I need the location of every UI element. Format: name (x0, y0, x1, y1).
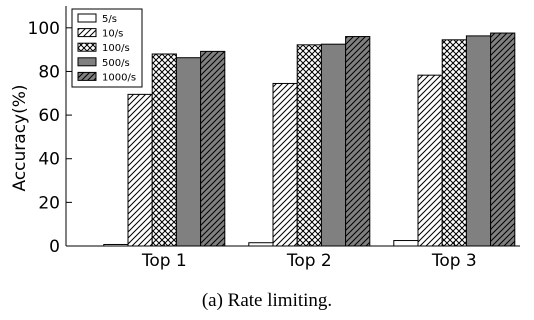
bar-1000s-top-2 (345, 36, 371, 247)
legend-label: 100/s (102, 43, 130, 54)
bar-500s-top-1 (175, 57, 202, 247)
bar-10s-top-1 (127, 93, 153, 247)
bar-500s-top-3 (465, 35, 492, 247)
y-tick-label: 0 (49, 237, 60, 257)
bar-10s-top-2 (272, 82, 298, 247)
legend-label: 5/s (102, 14, 117, 25)
x-tick-label: Top 1 (141, 251, 187, 271)
legend-swatch (77, 57, 97, 67)
y-tick-label: 20 (38, 193, 60, 213)
bar-100s-top-2 (296, 44, 322, 247)
bar-1000s-top-1 (200, 50, 226, 247)
legend-swatch (77, 71, 97, 81)
y-tick-label: 80 (38, 62, 60, 82)
legend-label: 500/s (102, 58, 130, 69)
y-axis-title: Accuracy(%) (10, 84, 30, 191)
legend-swatch (77, 13, 97, 23)
bars-group (103, 32, 516, 247)
figure-caption: (a) Rate limiting. (202, 290, 332, 311)
legend-label: 10/s (102, 29, 123, 40)
legend: 5/s 10/s 100/s 500/s 1000/s (71, 8, 143, 88)
legend-swatch (77, 42, 97, 52)
legend-swatch (77, 28, 97, 38)
bar-5s-top-3 (393, 240, 419, 247)
legend-label: 1000/s (102, 72, 136, 83)
y-tick-label: 100 (28, 19, 60, 39)
bar-1000s-top-3 (490, 32, 516, 247)
bar-100s-top-3 (441, 39, 467, 247)
y-tick-label: 60 (38, 106, 60, 126)
x-tick-label: Top 2 (286, 251, 332, 271)
axes-group: 0 20 40 60 80 100 Top 1 Top 2 Top 3 (28, 6, 520, 271)
bar-10s-top-3 (417, 74, 443, 247)
y-tick-label: 40 (38, 150, 60, 170)
bar-100s-top-1 (151, 53, 177, 247)
bar-500s-top-2 (320, 43, 347, 247)
x-tick-label: Top 3 (431, 251, 477, 271)
